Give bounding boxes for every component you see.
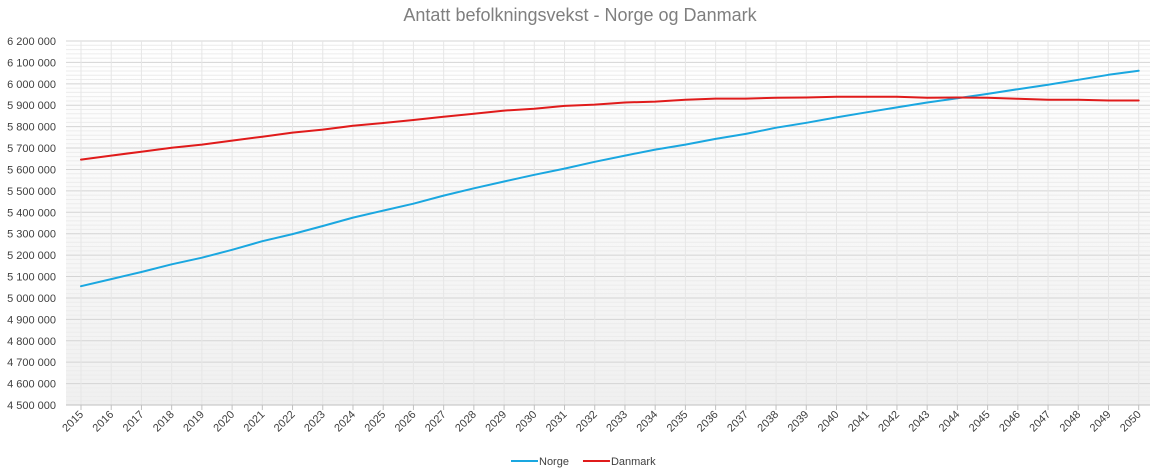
x-tick-label: 2039 bbox=[786, 409, 812, 435]
x-tick-label: 2047 bbox=[1027, 409, 1053, 435]
y-tick-label: 6 200 000 bbox=[7, 36, 56, 48]
x-tick-label: 2038 bbox=[755, 409, 781, 435]
x-axis-ticks: 2015 2016 2017 2018 2019 2020 2021 2022 2023 2024… bbox=[60, 404, 1150, 435]
series-line-danmark bbox=[80, 95, 1140, 161]
x-tick-label: 2026 bbox=[393, 409, 419, 435]
x-tick-label: 2033 bbox=[604, 409, 630, 435]
x-tick-label: 2049 bbox=[1088, 409, 1114, 435]
y-tick-label: 5 800 000 bbox=[7, 122, 56, 134]
y-tick-label: 5 700 000 bbox=[7, 143, 56, 155]
x-tick-label: 2020 bbox=[211, 409, 237, 435]
x-tick-label: 2035 bbox=[665, 409, 691, 435]
y-tick-label: 5 300 000 bbox=[7, 229, 56, 241]
x-tick-label: 2048 bbox=[1058, 409, 1084, 435]
y-tick-label: 4 700 000 bbox=[7, 357, 56, 369]
x-tick-label: 2017 bbox=[121, 409, 147, 435]
x-tick-label: 2015 bbox=[60, 409, 86, 435]
x-tick-label: 2024 bbox=[332, 409, 358, 435]
x-tick-label: 2046 bbox=[997, 409, 1023, 435]
minor-gridlines bbox=[66, 44, 1150, 402]
x-tick-label: 2027 bbox=[423, 409, 449, 435]
x-tick-label: 2040 bbox=[816, 409, 842, 435]
y-tick-label: 5 100 000 bbox=[7, 272, 56, 284]
x-tick-label: 2025 bbox=[363, 409, 389, 435]
chart-title: Antatt befolkningsvekst - Norge og Danma… bbox=[403, 5, 757, 25]
x-tick-label: 2036 bbox=[695, 409, 721, 435]
y-tick-label: 4 500 000 bbox=[7, 400, 56, 412]
x-tick-label: 2045 bbox=[967, 409, 993, 435]
x-tick-label: 2034 bbox=[635, 409, 661, 435]
y-tick-label: 5 400 000 bbox=[7, 207, 56, 219]
y-tick-label: 4 900 000 bbox=[7, 314, 56, 326]
legend-label: Danmark bbox=[611, 456, 656, 468]
x-tick-label: 2023 bbox=[302, 409, 328, 435]
x-tick-label: 2030 bbox=[514, 409, 540, 435]
y-tick-label: 5 900 000 bbox=[7, 100, 56, 112]
x-tick-label: 2022 bbox=[272, 409, 298, 435]
x-tick-label: 2037 bbox=[725, 409, 751, 435]
y-axis-ticks: 4 500 000 4 600 000 4 700 000 4 800 000 4 90… bbox=[7, 36, 56, 412]
x-tick-label: 2032 bbox=[574, 409, 600, 435]
plot-area bbox=[66, 41, 1150, 405]
legend: Norge Danmark bbox=[511, 456, 656, 468]
x-tick-label: 2031 bbox=[544, 409, 570, 435]
y-tick-label: 4 600 000 bbox=[7, 379, 56, 391]
x-tick-label: 2041 bbox=[846, 409, 872, 435]
x-tick-label: 2018 bbox=[151, 409, 177, 435]
y-tick-label: 5 200 000 bbox=[7, 250, 56, 262]
y-tick-label: 6 000 000 bbox=[7, 79, 56, 91]
y-tick-label: 5 500 000 bbox=[7, 186, 56, 198]
series-lines bbox=[80, 69, 1140, 288]
x-tick-label: 2028 bbox=[453, 409, 479, 435]
legend-item-norge: Norge bbox=[511, 456, 569, 468]
x-tick-label: 2029 bbox=[483, 409, 509, 435]
y-tick-label: 6 100 000 bbox=[7, 57, 56, 69]
x-tick-label: 2044 bbox=[937, 409, 963, 435]
x-tick-label: 2016 bbox=[91, 409, 117, 435]
x-tick-label: 2019 bbox=[181, 409, 207, 435]
y-tick-label: 5 600 000 bbox=[7, 164, 56, 176]
x-tick-label: 2042 bbox=[876, 409, 902, 435]
x-tick-label: 2043 bbox=[906, 409, 932, 435]
major-gridlines bbox=[66, 40, 1150, 406]
legend-label: Norge bbox=[539, 456, 569, 468]
x-tick-label: 2021 bbox=[242, 409, 268, 435]
x-tick-label: 2050 bbox=[1118, 409, 1144, 435]
y-tick-label: 4 800 000 bbox=[7, 336, 56, 348]
legend-item-danmark: Danmark bbox=[582, 456, 656, 468]
y-tick-label: 5 000 000 bbox=[7, 293, 56, 305]
